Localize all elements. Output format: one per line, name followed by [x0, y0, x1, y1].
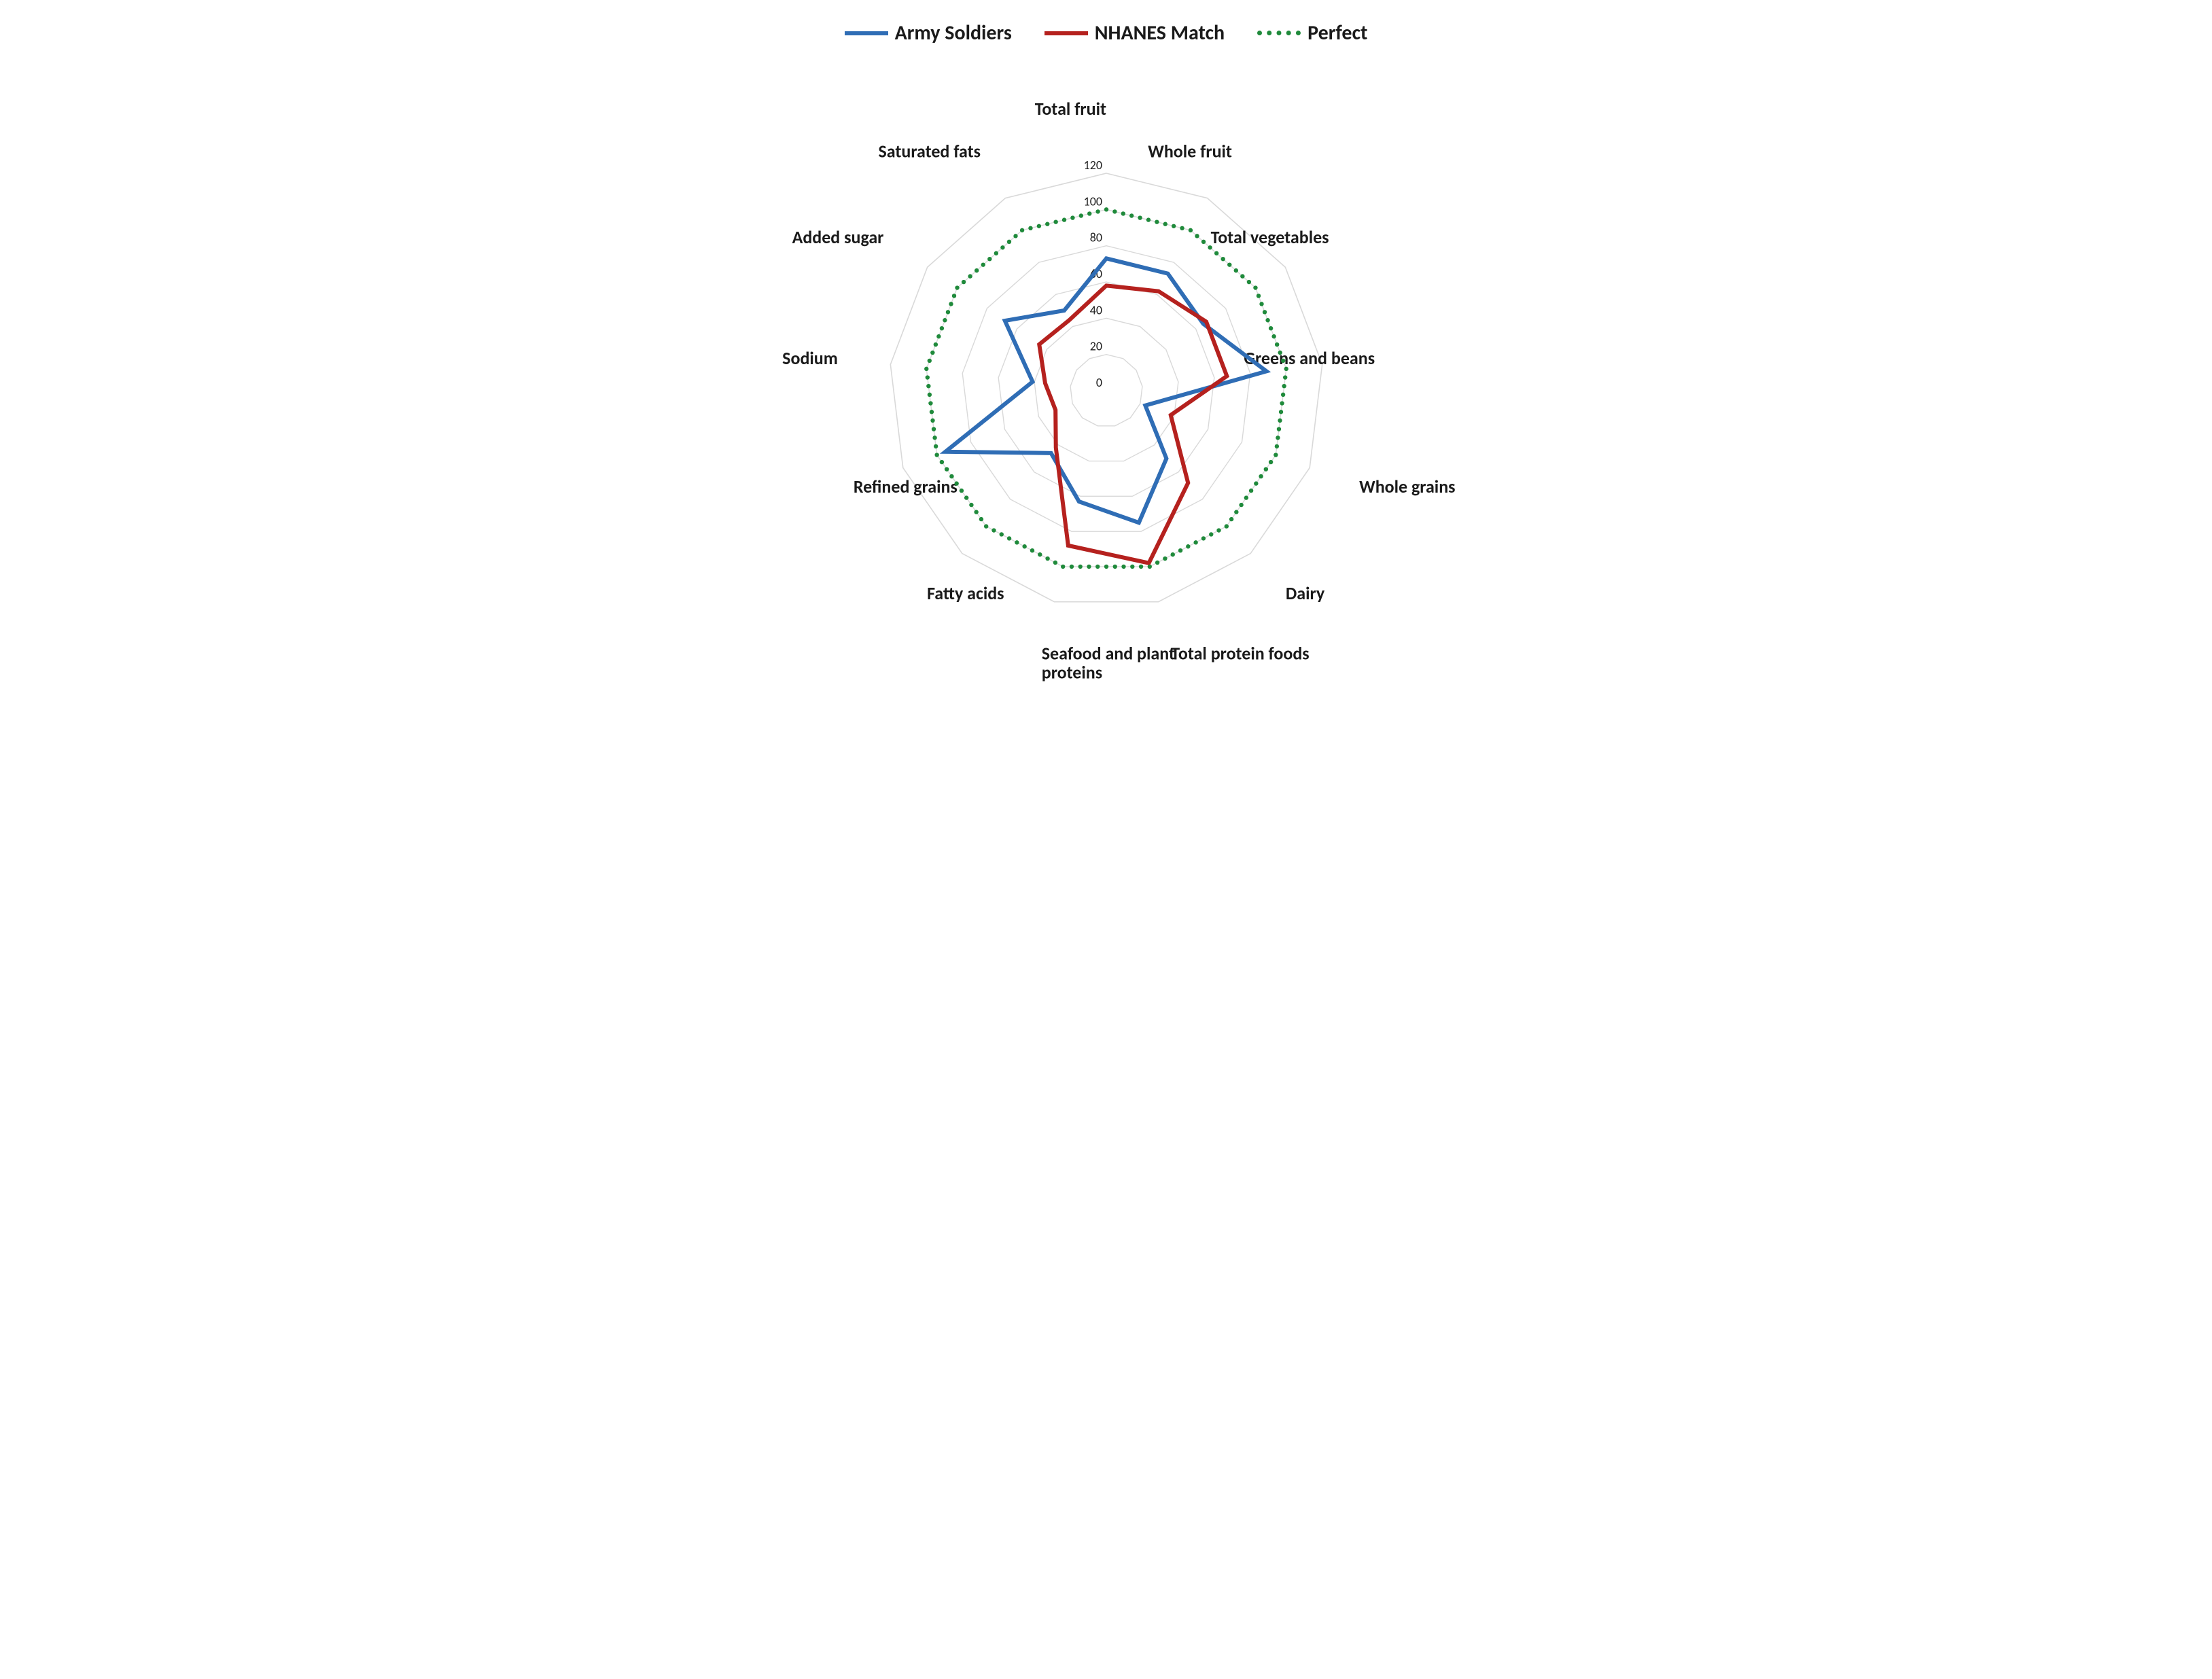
tick-label: 120: [1083, 158, 1102, 173]
legend-item: Perfect: [1257, 20, 1367, 46]
tick-label: 20: [1089, 339, 1102, 354]
axis-label: Fatty acids: [927, 582, 1004, 604]
axis-label: Whole fruit: [1148, 141, 1232, 162]
legend-label: Perfect: [1307, 20, 1367, 46]
tick-label: 40: [1089, 302, 1102, 317]
axis-label: Refined grains: [853, 476, 957, 497]
legend-item: Army Soldiers: [845, 20, 1012, 46]
axis-label: Added sugar: [792, 226, 883, 248]
axis-label: Saturated fats: [878, 141, 981, 162]
axis-label: Total vegetables: [1210, 226, 1329, 248]
axis-label: Greens and beans: [1244, 347, 1375, 369]
legend-swatch: [1044, 31, 1088, 35]
legend-swatch: [1257, 31, 1301, 35]
tick-label: 100: [1083, 194, 1102, 209]
axis-label: Seafood and plantproteins: [1041, 643, 1174, 684]
grid-ring: [1070, 355, 1142, 426]
axis-label: Sodium: [782, 347, 838, 369]
axis-label: Total protein foods: [1171, 643, 1309, 665]
tick-label: 0: [1095, 375, 1102, 390]
legend-swatch: [845, 31, 888, 35]
axis-label: Whole grains: [1359, 476, 1455, 497]
legend: Army Soldiers NHANES Match Perfect: [14, 20, 2198, 46]
legend-item: NHANES Match: [1044, 20, 1225, 46]
radar-chart: 020406080100120Total fruitWhole fruitTot…: [699, 65, 1514, 703]
tick-label: 80: [1089, 230, 1102, 245]
axis-label: Total fruit: [1034, 98, 1106, 120]
axis-label: Dairy: [1285, 582, 1324, 604]
radar-chart-container: Army SoldiersNHANES MatchPerfect 0204060…: [0, 0, 2212, 730]
legend-label: NHANES Match: [1095, 20, 1225, 46]
legend-label: Army Soldiers: [895, 20, 1012, 46]
series-army-soldiers: [945, 258, 1266, 523]
